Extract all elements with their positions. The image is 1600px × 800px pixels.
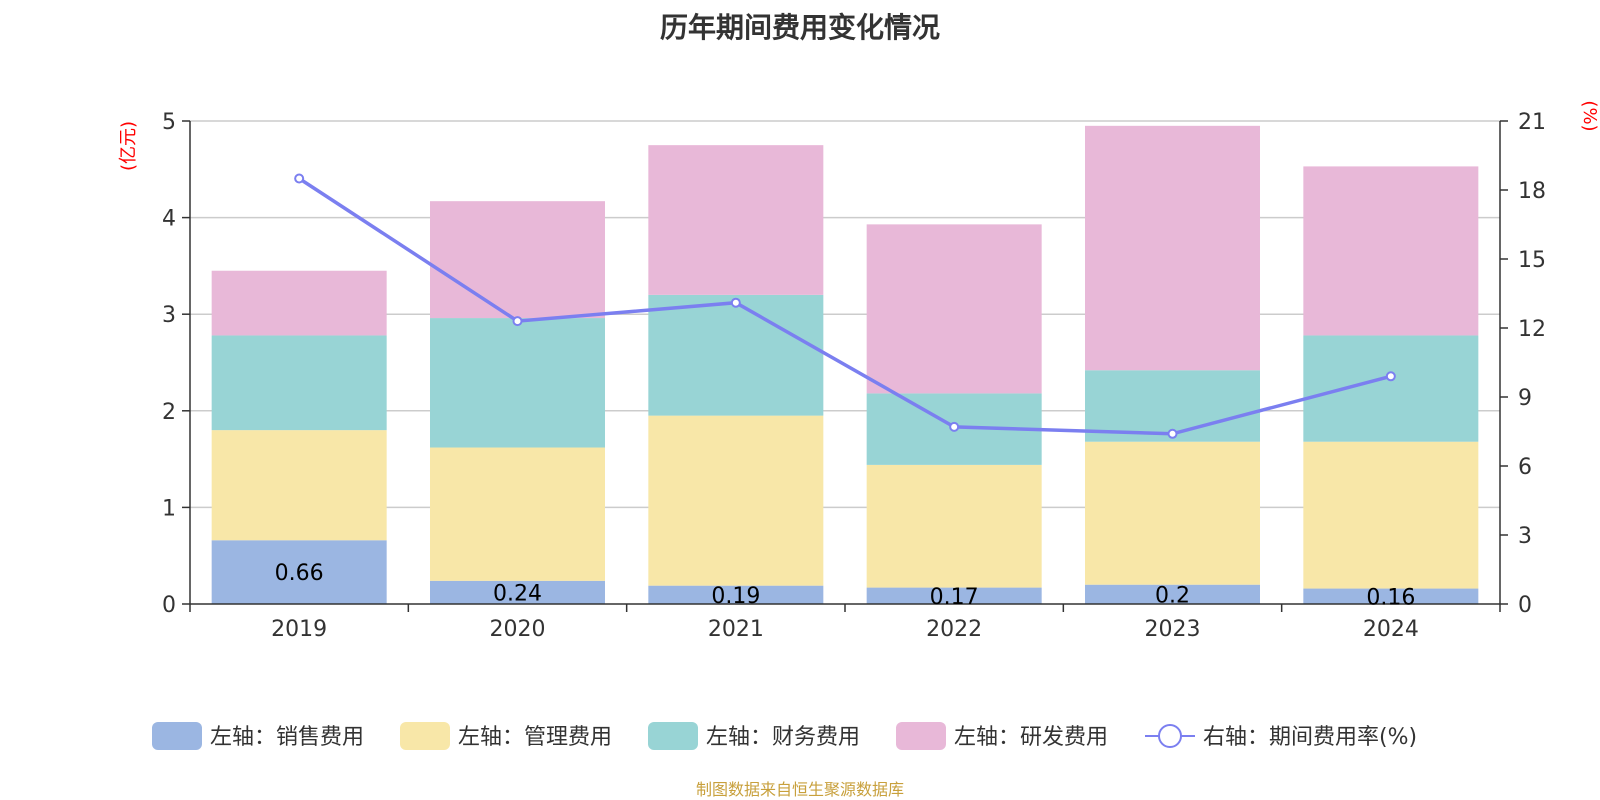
line-point <box>294 173 305 184</box>
right-axis-tick-label: 21 <box>1518 110 1546 135</box>
bar-2023-series-1 <box>1085 441 1260 585</box>
legend-label: 右轴：期间费用率(%) <box>1203 725 1417 750</box>
left-axis-tick-label: 1 <box>162 496 176 521</box>
line-point <box>949 421 960 432</box>
bar-2020-series-0 <box>430 580 605 604</box>
left-axis-unit: (亿元) <box>118 121 139 171</box>
data-label: 0.2 <box>1155 583 1190 608</box>
x-axis-tick-label: 2021 <box>708 617 764 642</box>
right-axis-tick-label: 3 <box>1518 524 1532 549</box>
legend-line-marker <box>1158 724 1182 748</box>
bar-2020-series-3 <box>430 201 605 319</box>
right-axis-tick-label: 0 <box>1518 593 1532 618</box>
bar-2024-series-0 <box>1303 588 1479 604</box>
data-label: 0.16 <box>1366 585 1415 610</box>
left-axis-tick-label: 0 <box>162 593 176 618</box>
data-label: 0.17 <box>930 585 979 610</box>
bar-series <box>211 125 1479 604</box>
line-point <box>1385 371 1396 382</box>
legend-label: 左轴：管理费用 <box>458 725 612 750</box>
right-axis-tick-label: 18 <box>1518 179 1546 204</box>
source-note: 制图数据来自恒生聚源数据库 <box>695 780 904 799</box>
bar-2020-series-1 <box>430 447 605 581</box>
bar-2024-series-2 <box>1303 335 1479 442</box>
line-series <box>294 173 1396 439</box>
legend-swatch <box>400 722 450 750</box>
line-point <box>512 316 523 327</box>
bar-2020-series-2 <box>430 318 605 448</box>
left-axis-tick-label: 2 <box>162 400 176 425</box>
bar-2019-series-1 <box>211 430 387 541</box>
data-label: 0.19 <box>711 584 760 609</box>
left-axis-tick-label: 5 <box>162 110 176 135</box>
legend-swatch <box>896 722 946 750</box>
left-axis-tick-label: 3 <box>162 303 176 328</box>
bar-2019-series-2 <box>211 335 387 431</box>
legend-label: 左轴：研发费用 <box>954 725 1108 750</box>
legend-swatch <box>152 722 202 750</box>
left-axis-tick-label: 4 <box>162 207 176 232</box>
right-axis-tick-label: 9 <box>1518 386 1532 411</box>
right-axis-tick-label: 12 <box>1518 317 1546 342</box>
chart-title: 历年期间费用变化情况 <box>659 11 940 44</box>
bar-2021-series-0 <box>648 585 824 604</box>
x-axis-tick-label: 2019 <box>271 617 327 642</box>
data-labels: 0.66 0.24 0.19 0.17 0.2 0.16 <box>275 561 1416 610</box>
data-label: 0.66 <box>275 561 324 586</box>
bar-2024-series-3 <box>1303 166 1479 336</box>
right-axis-tick-label: 6 <box>1518 455 1532 480</box>
bar-2021-series-2 <box>648 294 824 416</box>
line-point <box>1167 428 1178 439</box>
bar-2022-series-1 <box>866 464 1042 588</box>
legend: 左轴：销售费用 左轴：管理费用 左轴：财务费用 左轴：研发费用 右轴：期间费用率(%) <box>152 722 1417 750</box>
bar-2021-series-3 <box>648 145 824 295</box>
legend-swatch <box>648 722 698 750</box>
legend-label: 左轴：销售费用 <box>210 725 364 750</box>
x-axis-tick-label: 2024 <box>1363 617 1419 642</box>
bar-2019-series-0 <box>211 540 387 604</box>
bar-2023-series-0 <box>1085 584 1260 604</box>
x-axis-tick-label: 2022 <box>926 617 982 642</box>
bar-2022-series-0 <box>866 587 1042 604</box>
grid-lines <box>190 120 1500 509</box>
bar-2023-series-3 <box>1085 125 1260 371</box>
bar-2019-series-3 <box>211 270 387 336</box>
right-axis-tick-label: 15 <box>1518 248 1546 273</box>
legend-label: 左轴：财务费用 <box>706 725 860 750</box>
bar-2024-series-1 <box>1303 441 1479 589</box>
bar-2022-series-3 <box>866 224 1042 394</box>
x-axis-tick-label: 2023 <box>1145 617 1201 642</box>
data-label: 0.24 <box>493 581 542 606</box>
bar-2021-series-1 <box>648 415 824 586</box>
right-axis-unit: (%) <box>1579 100 1600 131</box>
x-axis-tick-label: 2020 <box>490 617 546 642</box>
line-point <box>730 297 741 308</box>
line-series-path <box>298 177 1392 436</box>
